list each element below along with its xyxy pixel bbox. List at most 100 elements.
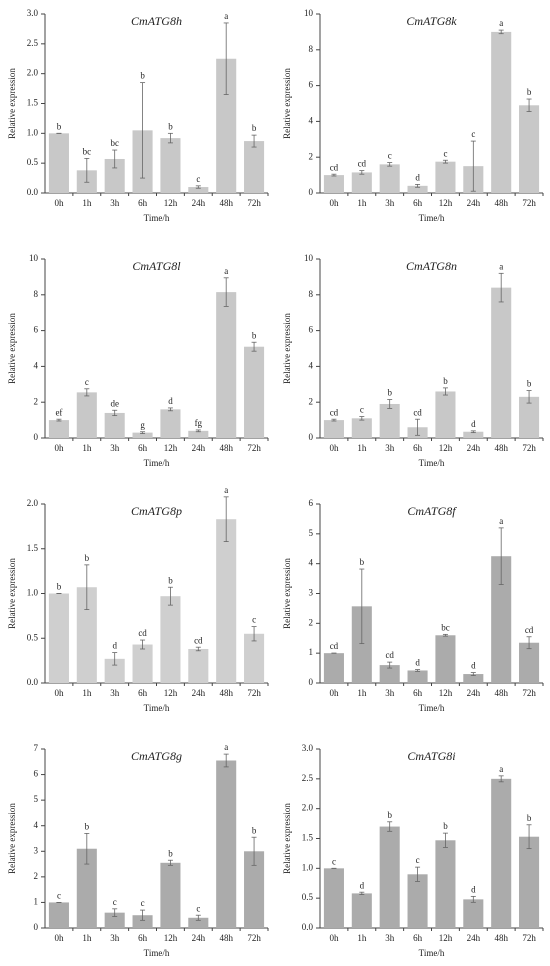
x-tick-label: 3h: [385, 933, 395, 943]
x-tick-label: 0h: [54, 198, 64, 208]
significance-letter: b: [57, 121, 62, 131]
bar: [491, 778, 512, 928]
y-tick-label: 6: [309, 325, 314, 335]
significance-letter: c: [388, 151, 392, 161]
y-tick-label: 2.5: [27, 38, 39, 48]
bar: [351, 893, 372, 928]
y-tick-label: 0.0: [27, 677, 39, 687]
bar: [323, 420, 344, 438]
y-tick-label: 5: [309, 528, 314, 538]
y-tick-label: 2: [309, 151, 314, 161]
bar: [216, 519, 237, 683]
x-tick-label: 6h: [413, 198, 423, 208]
y-tick-label: 2.0: [27, 498, 39, 508]
x-tick-label: 1h: [357, 198, 367, 208]
bar: [323, 868, 344, 928]
significance-letter: b: [527, 87, 532, 97]
bar: [519, 396, 540, 438]
bar: [188, 917, 209, 928]
y-tick-label: 2: [309, 396, 314, 406]
bar: [48, 420, 69, 438]
chart-title: CmATG8p: [131, 504, 182, 518]
y-tick-label: 3: [34, 845, 39, 855]
x-tick-label: 12h: [164, 933, 178, 943]
x-tick-label: 48h: [494, 688, 508, 698]
x-axis-label: Time/h: [144, 948, 170, 958]
x-tick-label: 48h: [494, 198, 508, 208]
bar: [519, 642, 540, 683]
x-tick-label: 3h: [385, 443, 395, 453]
significance-letter: b: [252, 330, 257, 340]
y-tick-label: 4: [34, 360, 39, 370]
y-tick-label: 3.0: [27, 8, 39, 18]
x-tick-label: 24h: [192, 198, 206, 208]
x-tick-label: 48h: [219, 198, 233, 208]
bar: [491, 31, 512, 194]
x-tick-label: 6h: [138, 933, 148, 943]
x-tick-label: 48h: [219, 688, 233, 698]
significance-letter: c: [113, 897, 117, 907]
y-tick-label: 4: [309, 115, 314, 125]
y-tick-label: 0: [309, 187, 314, 197]
significance-letter: d: [112, 641, 117, 651]
y-tick-label: 6: [34, 325, 39, 335]
significance-letter: d: [415, 172, 420, 182]
significance-letter: d: [415, 658, 420, 668]
bar: [48, 902, 69, 928]
significance-letter: b: [168, 575, 173, 585]
x-tick-label: 72h: [522, 443, 536, 453]
x-tick-label: 6h: [138, 443, 148, 453]
significance-letter: b: [252, 123, 257, 133]
x-axis-label: Time/h: [144, 213, 170, 223]
y-tick-label: 10: [304, 253, 314, 263]
x-tick-label: 0h: [329, 688, 339, 698]
x-tick-label: 6h: [413, 443, 423, 453]
x-tick-label: 12h: [164, 688, 178, 698]
bar: [132, 432, 153, 438]
bar: [216, 292, 237, 438]
significance-letter: cd: [330, 407, 339, 417]
x-tick-label: 24h: [192, 933, 206, 943]
y-tick-label: 2.0: [302, 803, 314, 813]
x-tick-label: 3h: [110, 443, 120, 453]
y-tick-label: 8: [309, 289, 314, 299]
bar: [188, 648, 209, 683]
x-tick-label: 3h: [110, 688, 120, 698]
significance-letter: b: [140, 71, 145, 81]
x-tick-label: 6h: [413, 933, 423, 943]
x-tick-label: 48h: [219, 933, 233, 943]
y-tick-label: 1: [309, 647, 314, 657]
significance-letter: b: [168, 121, 173, 131]
bar: [104, 412, 125, 438]
chart-title: CmATG8n: [406, 259, 457, 273]
y-tick-label: 4: [34, 820, 39, 830]
x-tick-label: 24h: [467, 198, 481, 208]
significance-letter: b: [57, 582, 62, 592]
bar: [188, 187, 209, 193]
significance-letter: c: [196, 903, 200, 913]
x-tick-label: 24h: [467, 688, 481, 698]
bar: [435, 161, 456, 193]
significance-letter: a: [224, 11, 228, 21]
bar: [76, 392, 97, 438]
x-axis-label: Time/h: [419, 213, 445, 223]
significance-letter: a: [499, 764, 503, 774]
significance-letter: c: [252, 615, 256, 625]
bar: [132, 644, 153, 683]
significance-letter: c: [471, 129, 475, 139]
significance-letter: cd: [385, 650, 394, 660]
bar: [351, 418, 372, 438]
significance-letter: cd: [138, 628, 147, 638]
y-tick-label: 1.0: [27, 127, 39, 137]
x-tick-label: 6h: [138, 688, 148, 698]
y-tick-label: 3: [309, 588, 314, 598]
x-tick-label: 12h: [439, 443, 453, 453]
bar: [104, 912, 125, 928]
y-tick-label: 1.5: [27, 543, 39, 553]
y-tick-label: 2: [34, 871, 39, 881]
bar: [132, 915, 153, 928]
x-tick-label: 1h: [357, 688, 367, 698]
x-axis-label: Time/h: [144, 458, 170, 468]
x-tick-label: 1h: [82, 443, 92, 453]
significance-letter: d: [471, 661, 476, 671]
